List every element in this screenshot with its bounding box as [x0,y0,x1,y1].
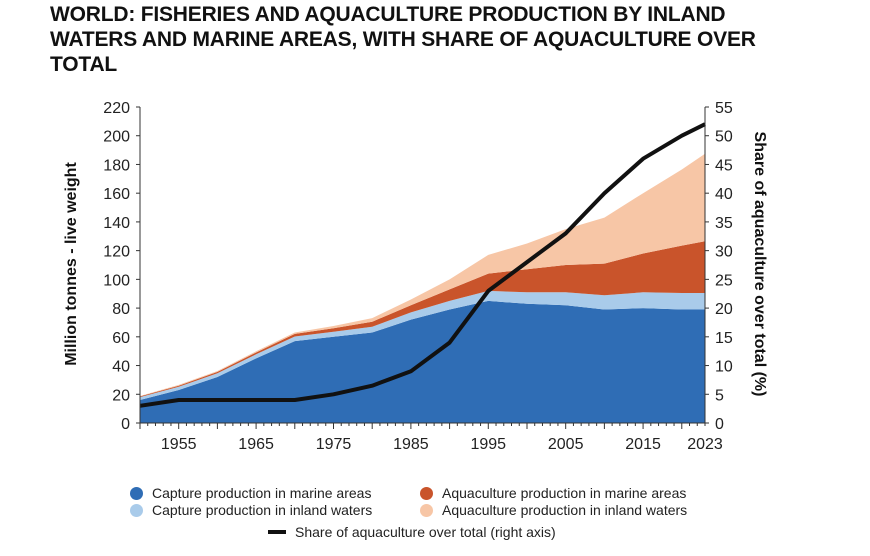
y2-tick-label: 50 [715,129,733,146]
y-tick-label: 140 [103,215,130,232]
y2-tick-label: 20 [715,301,733,318]
x-tick-label: 2023 [687,436,723,453]
legend-swatch [420,486,433,500]
legend-label: Share of aquaculture over total (right a… [295,524,556,540]
legend-swatch [420,503,433,517]
chart-title-line-3: TOTAL [50,53,118,76]
legend-item-aquaculture-inland: Aquaculture production in inland waters [420,502,687,518]
y2-tick-label: 45 [715,157,733,174]
y-tick-label: 180 [103,157,130,174]
legend-label: Aquaculture production in marine areas [442,485,687,501]
y2-tick-label: 35 [715,215,733,232]
legend-swatch [268,530,286,534]
chart-title: WORLD: FISHERIES AND AQUACULTURE PRODUCT… [50,2,840,77]
y2-tick-label: 10 [715,359,733,376]
y2-tick-label: 40 [715,186,733,203]
area-series-2 [140,290,705,400]
share-line [139,122,706,408]
share-line-group [139,122,706,408]
y2-tick-label: 15 [715,330,733,347]
legend-swatch [130,486,143,500]
chart-title-line-1: WORLD: FISHERIES AND AQUACULTURE PRODUCT… [50,3,726,26]
y-tick-label: 100 [103,272,130,289]
x-tick-label: 1975 [316,436,352,453]
x-tick-label: 1985 [393,436,429,453]
x-tick-label: 2015 [625,436,661,453]
x-tick-label: 2005 [548,436,584,453]
y-axis-title-left: Million tonnes - live weight [63,162,80,366]
y2-tick-label: 55 [715,100,733,117]
y-tick-label: 160 [103,186,130,203]
y-tick-label: 80 [112,301,130,318]
x-tick-label: 1965 [238,436,274,453]
y2-tick-label: 5 [715,387,724,404]
x-tick-label: 1995 [470,436,506,453]
legend-label: Capture production in inland waters [152,502,373,518]
legend-item-capture-marine: Capture production in marine areas [130,485,371,501]
y2-tick-label: 30 [715,244,733,261]
legend-item-capture-inland: Capture production in inland waters [130,502,372,518]
y-tick-label: 200 [103,129,130,146]
legend-item-aquaculture-marine: Aquaculture production in marine areas [420,485,686,501]
y-tick-label: 60 [112,330,130,347]
stacked-area-chart: 0 20 40 60 80 100 120 140 160 180 200 220 0 5 10 15 20 25… [63,100,768,453]
area-series-3 [140,241,705,398]
legend-label: Capture production in marine areas [152,485,372,501]
y-tick-label: 20 [112,387,130,404]
y-tick-label: 220 [103,100,130,117]
area-series-group [140,153,705,423]
legend-item-share-line: Share of aquaculture over total (right a… [268,524,556,540]
axes-group: 0 20 40 60 80 100 120 140 160 180 200 220 0 5 10 15 20 25… [103,100,733,453]
y-axis-title-right: Share of aquaculture over total (%) [751,132,768,397]
y-tick-label: 120 [103,244,130,261]
legend-label: Aquaculture production in inland waters [442,502,688,518]
y-tick-label: 0 [121,416,130,433]
legend-swatch [130,503,143,517]
y-tick-label: 40 [112,359,130,376]
x-tick-label: 1955 [161,436,197,453]
y2-tick-label: 0 [715,416,724,433]
chart-title-line-2: WATERS AND MARINE AREAS, WITH SHARE OF A… [50,28,756,51]
y2-tick-label: 25 [715,272,733,289]
